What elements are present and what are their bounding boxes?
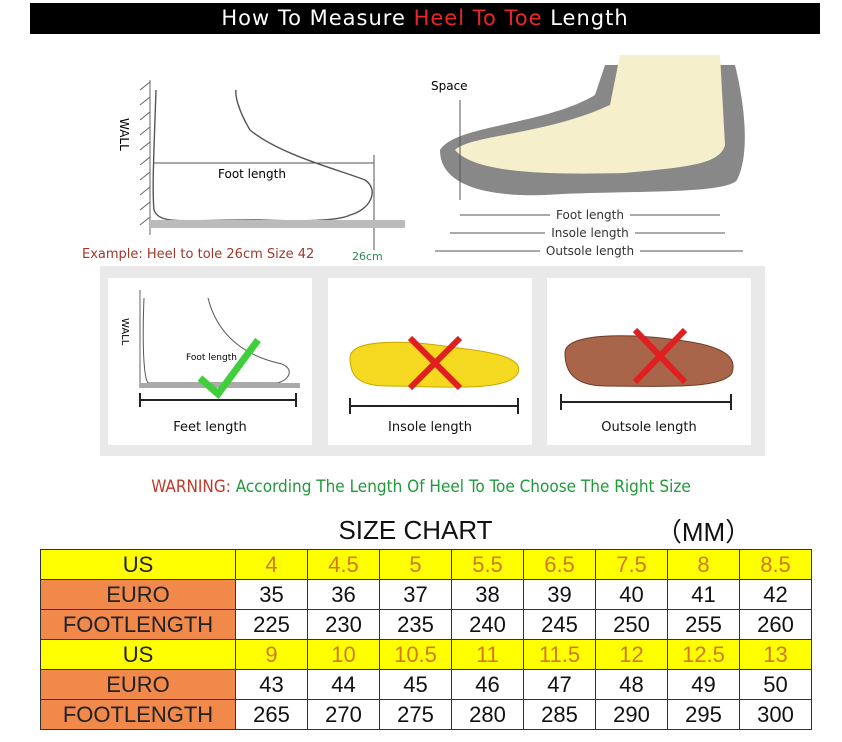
size-cell: 44 <box>307 669 380 700</box>
title-highlight: Heel To Toe <box>413 6 543 30</box>
size-cell: 285 <box>523 699 596 730</box>
cross-icon <box>632 327 688 385</box>
example-text: Example: Heel to tole 26cm Size 42 <box>82 247 314 262</box>
foot-wall-diagram: Foot length WALL Example: Heel to tole 2… <box>82 80 405 263</box>
size-cell: 10 <box>307 639 380 670</box>
size-cell: 46 <box>451 669 524 700</box>
size-cell: 12.5 <box>667 639 740 670</box>
size-row-footlength: FOOTLENGTH 225 230 235 240 245 250 255 260 <box>40 609 812 640</box>
shoe-cross-section-diagram: Space Foot length Insole length Outsole … <box>431 55 745 258</box>
check-icon <box>197 337 261 400</box>
size-row-euro: EURO 43 44 45 46 47 48 49 50 <box>40 669 812 700</box>
page-title: How To Measure Heel To Toe Length <box>30 3 820 34</box>
size-cell: 4 <box>235 549 308 580</box>
size-cell: 35 <box>235 579 308 610</box>
size-cell: 36 <box>307 579 380 610</box>
size-cell: 4.5 <box>307 549 380 580</box>
size-cell: 45 <box>379 669 452 700</box>
size-cell: 230 <box>307 609 380 640</box>
size-cell: 270 <box>307 699 380 730</box>
size-cell: 43 <box>235 669 308 700</box>
card-insole-length: Insole length <box>328 278 532 445</box>
size-cell: 8.5 <box>739 549 812 580</box>
cross-icon <box>407 335 463 391</box>
title-text-end: Length <box>542 6 629 30</box>
card-outsole-length: Outsole length <box>547 278 751 445</box>
row-label: EURO <box>40 669 236 700</box>
size-cell: 47 <box>523 669 596 700</box>
row-label: FOOTLENGTH <box>40 609 236 640</box>
size-cell: 5 <box>379 549 452 580</box>
row-label: EURO <box>40 579 236 610</box>
size-cell: 260 <box>739 609 812 640</box>
row-label: US <box>40 639 236 670</box>
size-cell: 5.5 <box>451 549 524 580</box>
size-cell: 235 <box>379 609 452 640</box>
wall-label: WALL <box>117 118 131 151</box>
size-chart-table: SIZE CHART （MM） US 4 4.5 5 5.5 6.5 7.5 8 8.5 EURO… <box>40 512 812 730</box>
size-chart-header: SIZE CHART （MM） <box>40 512 812 550</box>
size-cell: 13 <box>739 639 812 670</box>
space-label: Space <box>431 79 468 93</box>
size-chart-unit: （MM） <box>595 512 812 550</box>
foot-length-label: Foot length <box>218 167 286 181</box>
size-cell: 50 <box>739 669 812 700</box>
size-cell: 9 <box>235 639 308 670</box>
size-cell: 49 <box>667 669 740 700</box>
card-caption: Feet length <box>173 420 247 435</box>
size-cell: 11.5 <box>523 639 596 670</box>
size-row-footlength: FOOTLENGTH 265 270 275 280 285 290 295 300 <box>40 699 812 730</box>
outsole-illustration <box>560 327 734 410</box>
size-cell: 295 <box>667 699 740 730</box>
measure-label: 26cm <box>352 250 383 263</box>
outsole-length-label: Outsole length <box>546 244 634 258</box>
size-cell: 8 <box>667 549 740 580</box>
feet-length-illustration: WALL Foot length <box>119 290 300 407</box>
card-caption: Insole length <box>388 420 472 435</box>
size-cell: 280 <box>451 699 524 730</box>
size-cell: 12 <box>595 639 668 670</box>
size-cell: 37 <box>379 579 452 610</box>
warning-text: According The Length Of Heel To Toe Choo… <box>235 477 691 497</box>
card-caption: Outsole length <box>601 420 697 435</box>
size-cell: 300 <box>739 699 812 730</box>
foot-length-label: Foot length <box>186 353 237 363</box>
wall-label: WALL <box>119 318 130 346</box>
warning-label: WARNING: <box>151 477 231 497</box>
insole-length-label: Insole length <box>551 226 629 240</box>
size-cell: 38 <box>451 579 524 610</box>
measure-method-panel: WALL Foot length Feet length Insole leng… <box>100 266 765 456</box>
size-cell: 255 <box>667 609 740 640</box>
size-cell: 6.5 <box>523 549 596 580</box>
warning-message: WARNING: According The Length Of Heel To… <box>0 477 842 497</box>
size-cell: 41 <box>667 579 740 610</box>
size-row-us: US 4 4.5 5 5.5 6.5 7.5 8 8.5 <box>40 549 812 580</box>
title-text: How To Measure <box>221 6 414 30</box>
size-cell: 39 <box>523 579 596 610</box>
size-chart-title: SIZE CHART <box>235 512 596 550</box>
size-cell: 42 <box>739 579 812 610</box>
size-cell: 275 <box>379 699 452 730</box>
card-feet-length: WALL Foot length Feet length <box>108 278 312 445</box>
size-cell: 10.5 <box>379 639 452 670</box>
size-row-euro: EURO 35 36 37 38 39 40 41 42 <box>40 579 812 610</box>
size-cell: 290 <box>595 699 668 730</box>
size-cell: 250 <box>595 609 668 640</box>
size-cell: 265 <box>235 699 308 730</box>
size-cell: 48 <box>595 669 668 700</box>
size-cell: 11 <box>451 639 524 670</box>
insole-illustration <box>349 335 520 414</box>
size-cell: 240 <box>451 609 524 640</box>
row-label: FOOTLENGTH <box>40 699 236 730</box>
row-label: US <box>40 549 236 580</box>
size-cell: 245 <box>523 609 596 640</box>
size-cell: 7.5 <box>595 549 668 580</box>
size-row-us: US 9 10 10.5 11 11.5 12 12.5 13 <box>40 639 812 670</box>
foot-length-label: Foot length <box>556 208 624 222</box>
size-cell: 40 <box>595 579 668 610</box>
size-cell: 225 <box>235 609 308 640</box>
